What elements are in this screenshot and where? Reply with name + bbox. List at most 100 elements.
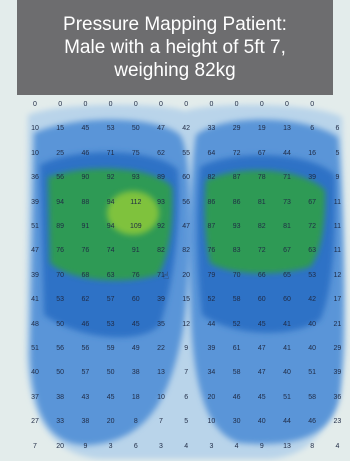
grid-cell: 47 [257,369,266,377]
grid-cell: 44 [207,320,216,328]
grid-cell: 40 [31,369,39,377]
grid-cell: 20 [182,271,191,279]
pressure-heatmap: 0 0 0 0 0 0 0 0 0 0 0 0 10 15 45 53 50 47 42 33 29 19 13 6 6 10 25… [20,95,350,461]
grid-cell: 0 [184,101,189,108]
grid-cell: 38 [131,369,140,377]
grid-cell: 51 [283,393,291,401]
peak-pressure-zone [107,191,159,235]
grid-cell: 92 [157,223,165,230]
grid-cell: 13 [283,442,291,450]
grid-cell: 70 [56,271,65,279]
grid-cell: 22 [157,345,165,352]
grid-cell: 18 [131,393,140,401]
grid-cell: 71 [157,271,165,279]
grid-cell: 35 [157,320,165,328]
grid-cell: 46 [81,149,90,157]
grid-cell: 90 [81,174,90,182]
grid-cell: 5 [335,149,340,157]
grid-cell: 29 [333,345,342,352]
grid-cell: 67 [257,149,266,157]
grid-cell: 0 [83,101,88,108]
grid-cell: 53 [308,271,317,279]
grid-cell: 109 [129,223,142,230]
grid-cell: 10 [157,393,165,401]
grid-cell: 39 [333,369,342,377]
grid-cell: 76 [207,247,216,255]
grid-cell: 60 [131,296,140,304]
grid-cell: 29 [232,125,241,133]
grid-cell: 58 [232,369,241,377]
grid-cell: 39 [31,198,39,206]
grid-cell: 94 [56,198,65,206]
grid-cell: 72 [308,223,317,230]
grid-cell: 87 [232,174,241,182]
grid-cell: 39 [308,174,317,182]
grid-cell: 53 [106,125,115,133]
grid-cell: 51 [31,345,39,352]
grid-cell: 60 [182,174,191,182]
grid-cell: 64 [207,149,216,157]
grid-cell: 50 [56,320,65,328]
grid-cell: 75 [131,149,140,157]
grid-cell: 6 [184,393,189,401]
grid-cell: 44 [283,418,291,426]
grid-cell: 91 [81,223,90,230]
grid-cell: 53 [106,320,115,328]
grid-cell: 62 [157,149,165,157]
grid-cell: 87 [207,223,216,230]
grid-cell: 0 [234,101,239,108]
grid-cell: 40 [283,369,291,377]
grid-cell: 76 [131,271,140,279]
grid-cell: 50 [56,369,65,377]
title-line-1: Pressure Mapping Patient: [63,14,287,35]
grid-cell: 71 [106,149,115,157]
grid-cell: 25 [56,149,65,157]
grid-cell: 23 [333,418,342,426]
grid-cell: 86 [232,198,241,206]
grid-cell: 3 [108,442,113,450]
grid-cell: 79 [207,271,216,279]
grid-cell: 7 [159,418,163,426]
grid-cell: 47 [31,247,39,255]
grid-cell: 37 [31,393,39,401]
grid-cell: 52 [207,296,216,304]
title-banner: Pressure Mapping Patient: Male with a he… [17,0,333,95]
grid-cell: 83 [232,247,241,255]
grid-cell: 56 [182,198,191,206]
title-line-2: Male with a height of 5ft 7, [64,37,286,58]
grid-cell: 94 [106,223,115,230]
grid-cell: 76 [56,247,65,255]
grid-cell: 27 [31,418,39,426]
grid-cell: 0 [209,101,214,108]
grid-cell: 53 [56,296,65,304]
grid-cell: 50 [131,125,140,133]
grid-cell: 57 [81,369,90,377]
grid-cell: 10 [31,125,39,133]
grid-cell: 41 [283,320,291,328]
grid-cell: 6 [335,125,340,133]
grid-cell: 36 [333,393,342,401]
grid-cell: 3 [159,442,163,450]
grid-cell: 73 [283,198,291,206]
grid-cell: 0 [133,101,138,108]
grid-cell: 40 [308,345,317,352]
title-line-3: weighing 82kg [114,60,236,81]
grid-cell: 10 [31,149,39,157]
grid-cell: 82 [157,247,165,255]
heatmap-contours [26,104,346,459]
grid-cell: 93 [131,174,140,182]
grid-cell: 65 [283,271,291,279]
grid-cell: 93 [232,223,241,230]
grid-cell: 39 [31,271,39,279]
grid-cell: 4 [184,442,189,450]
grid-cell: 55 [182,149,191,157]
grid-cell: 66 [257,271,266,279]
grid-cell: 30 [232,418,241,426]
grid-cell: 112 [130,198,142,206]
grid-cell: 6 [133,442,138,450]
grid-cell: 38 [81,418,90,426]
grid-cell: 48 [31,320,39,328]
grid-cell: 63 [106,271,115,279]
grid-cell: 11 [333,223,342,230]
